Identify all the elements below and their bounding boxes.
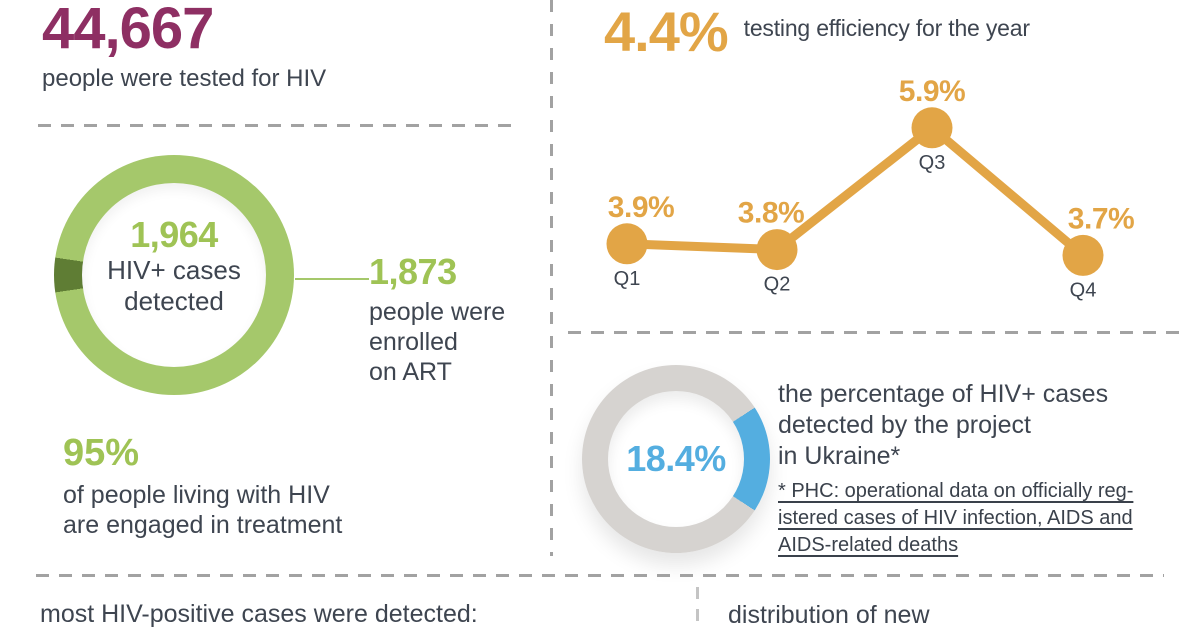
hiv-cases-label-line1: HIV+ cases <box>107 254 241 285</box>
chart-category-label-q3: Q3 <box>919 152 946 174</box>
annual-efficiency-number: 4.4% <box>604 0 729 63</box>
treatment-stat-block: 95% of people living with HIV are engage… <box>63 434 342 540</box>
chart-value-label-q1: 3.9% <box>608 191 674 224</box>
chart-category-label-q4: Q4 <box>1070 279 1097 301</box>
footnote-line3: AIDS-related deaths <box>778 534 959 556</box>
art-label-line2: enrolled <box>369 327 458 356</box>
divider-bottom-vertical <box>696 587 699 630</box>
art-label-line1: people were <box>369 297 506 326</box>
chart-value-label-q2: 3.8% <box>738 197 804 230</box>
divider-right-horizontal <box>568 331 1186 334</box>
chart-value-label-q4: 3.7% <box>1068 202 1134 235</box>
efficiency-line <box>622 121 1088 260</box>
ukraine-desc-line2: detected by the project <box>778 411 1031 439</box>
tested-stat-block: 44,667 people were tested for HIV <box>42 0 326 94</box>
annual-efficiency-label: testing efficiency for the year <box>743 14 1030 41</box>
annual-efficiency-block: 4.4% testing efficiency for the year <box>604 4 1030 60</box>
donut-callout-line <box>295 278 369 280</box>
hiv-cases-label-line2: detected <box>124 285 224 316</box>
divider-center-vertical <box>550 0 553 556</box>
hiv-cases-donut-center: 1,964 HIV+ cases detected <box>54 155 294 395</box>
treatment-label-line2: are engaged in treatment <box>63 511 343 539</box>
chart-point-q2 <box>756 229 798 271</box>
tested-number: 44,667 <box>42 0 214 61</box>
ukraine-share-pct: 18.4% <box>626 438 726 480</box>
footnote-line1: * PHC: operational data on officially re… <box>778 480 1134 502</box>
chart-point-q3 <box>911 107 953 149</box>
ukraine-desc-line1: the percentage of HIV+ cases <box>778 380 1109 408</box>
footnote-line2: istered cases of HIV infection, AIDS and <box>778 507 1133 529</box>
art-number: 1,873 <box>369 251 457 292</box>
chart-category-label-q2: Q2 <box>764 274 791 296</box>
treatment-label-line1: of people living with HIV <box>63 481 330 509</box>
hiv-cases-donut-chart: 1,964 HIV+ cases detected <box>54 155 294 395</box>
ukraine-desc-line3: in Ukraine* <box>778 442 901 470</box>
ukraine-share-donut-center: 18.4% <box>582 365 770 553</box>
tested-label: people were tested for HIV <box>42 65 327 92</box>
treatment-pct: 95% <box>63 432 140 474</box>
divider-bottom-horizontal <box>36 574 1164 577</box>
art-enrollment-block: 1,873 people were enrolled on ART <box>369 252 505 387</box>
bottom-left-section-title: most HIV-positive cases were detected: <box>40 600 478 628</box>
art-label-line3: on ART <box>369 357 452 386</box>
bottom-right-section-title: distribution of new <box>728 601 930 629</box>
ukraine-share-donut-chart: 18.4% <box>582 365 770 553</box>
hiv-cases-number: 1,964 <box>130 214 218 256</box>
divider-left-horizontal <box>38 124 518 127</box>
quarterly-efficiency-line-chart: 3.9% Q1 3.8% Q2 5.9% Q3 3.7% Q4 <box>606 75 1135 301</box>
phc-footnote: * PHC: operational data on officially re… <box>778 478 1188 559</box>
ukraine-share-description: the percentage of HIV+ cases detected by… <box>778 379 1108 472</box>
chart-point-q1 <box>606 223 648 265</box>
chart-point-q4 <box>1062 234 1104 276</box>
chart-value-label-q3: 5.9% <box>899 75 965 108</box>
chart-category-label-q1: Q1 <box>614 268 641 290</box>
